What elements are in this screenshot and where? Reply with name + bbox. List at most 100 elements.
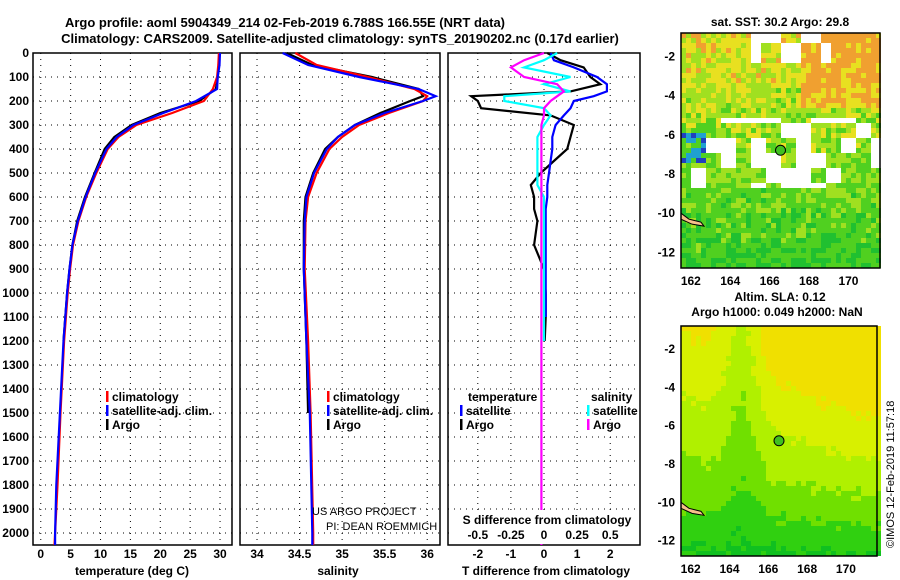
map-cell <box>716 521 721 526</box>
map-cell <box>866 466 871 471</box>
map-cell <box>781 228 786 233</box>
map-cell <box>806 381 811 386</box>
map-cell <box>861 68 866 73</box>
map-cell <box>801 163 806 168</box>
sla-map-ytick: -6 <box>664 419 675 433</box>
map-cell <box>836 68 841 73</box>
map-cell <box>876 113 881 118</box>
map-cell <box>746 486 751 491</box>
map-cell <box>806 218 811 223</box>
map-cell <box>726 416 731 421</box>
map-cell <box>816 253 821 258</box>
map-cell <box>801 551 806 556</box>
map-cell <box>756 243 761 248</box>
map-cell <box>816 58 821 63</box>
map-cell <box>866 436 871 441</box>
map-cell <box>801 521 806 526</box>
map-cell <box>801 228 806 233</box>
map-cell <box>746 253 751 258</box>
map-cell <box>816 441 821 446</box>
map-cell <box>856 366 861 371</box>
map-cell <box>861 133 866 138</box>
map-cell <box>746 411 751 416</box>
map-cell <box>711 531 716 536</box>
map-cell <box>726 551 731 556</box>
map-cell <box>851 243 856 248</box>
map-cell <box>781 183 786 188</box>
map-cell <box>771 371 776 376</box>
map-cell <box>746 521 751 526</box>
map-cell <box>771 461 776 466</box>
map-cell <box>856 178 861 183</box>
map-cell <box>741 148 746 153</box>
map-cell <box>736 128 741 133</box>
map-cell <box>841 158 846 163</box>
map-cell <box>866 541 871 546</box>
map-cell <box>806 228 811 233</box>
map-cell <box>861 486 866 491</box>
map-cell <box>816 541 821 546</box>
map-cell <box>756 496 761 501</box>
map-cell <box>821 118 826 123</box>
map-cell <box>801 396 806 401</box>
map-cell <box>751 471 756 476</box>
map-cell <box>846 441 851 446</box>
map-cell <box>706 123 711 128</box>
map-cell <box>806 461 811 466</box>
map-cell <box>716 531 721 536</box>
map-cell <box>736 406 741 411</box>
map-cell <box>841 233 846 238</box>
map-cell <box>871 113 876 118</box>
map-cell <box>861 496 866 501</box>
map-cell <box>701 258 706 263</box>
map-cell <box>801 466 806 471</box>
map-cell <box>831 88 836 93</box>
map-cell <box>856 58 861 63</box>
map-cell <box>876 361 881 366</box>
map-cell <box>846 476 851 481</box>
map-cell <box>691 113 696 118</box>
map-cell <box>856 341 861 346</box>
map-cell <box>811 476 816 481</box>
map-cell <box>681 78 686 83</box>
diff-temp-legend-label: satellite <box>466 404 511 418</box>
map-cell <box>861 386 866 391</box>
map-cell <box>726 446 731 451</box>
map-cell <box>681 193 686 198</box>
map-cell <box>691 203 696 208</box>
map-cell <box>871 208 876 213</box>
map-cell <box>761 223 766 228</box>
map-cell <box>806 193 811 198</box>
map-cell <box>766 78 771 83</box>
map-cell <box>731 118 736 123</box>
map-cell <box>701 461 706 466</box>
map-cell <box>806 213 811 218</box>
map-cell <box>876 38 881 43</box>
map-cell <box>876 173 881 178</box>
map-cell <box>811 426 816 431</box>
map-cell <box>811 521 816 526</box>
map-cell <box>736 446 741 451</box>
map-cell <box>701 233 706 238</box>
map-cell <box>801 406 806 411</box>
map-cell <box>701 33 706 38</box>
map-cell <box>796 401 801 406</box>
map-cell <box>751 336 756 341</box>
map-cell <box>751 253 756 258</box>
map-cell <box>706 396 711 401</box>
map-cell <box>791 516 796 521</box>
map-cell <box>876 526 881 531</box>
map-cell <box>721 173 726 178</box>
map-cell <box>786 431 791 436</box>
map-cell <box>731 526 736 531</box>
map-cell <box>816 326 821 331</box>
map-cell <box>871 193 876 198</box>
map-cell <box>731 103 736 108</box>
map-cell <box>871 426 876 431</box>
map-cell <box>726 203 731 208</box>
map-cell <box>781 88 786 93</box>
map-cell <box>846 43 851 48</box>
map-cell <box>751 511 756 516</box>
map-cell <box>701 346 706 351</box>
map-cell <box>856 118 861 123</box>
